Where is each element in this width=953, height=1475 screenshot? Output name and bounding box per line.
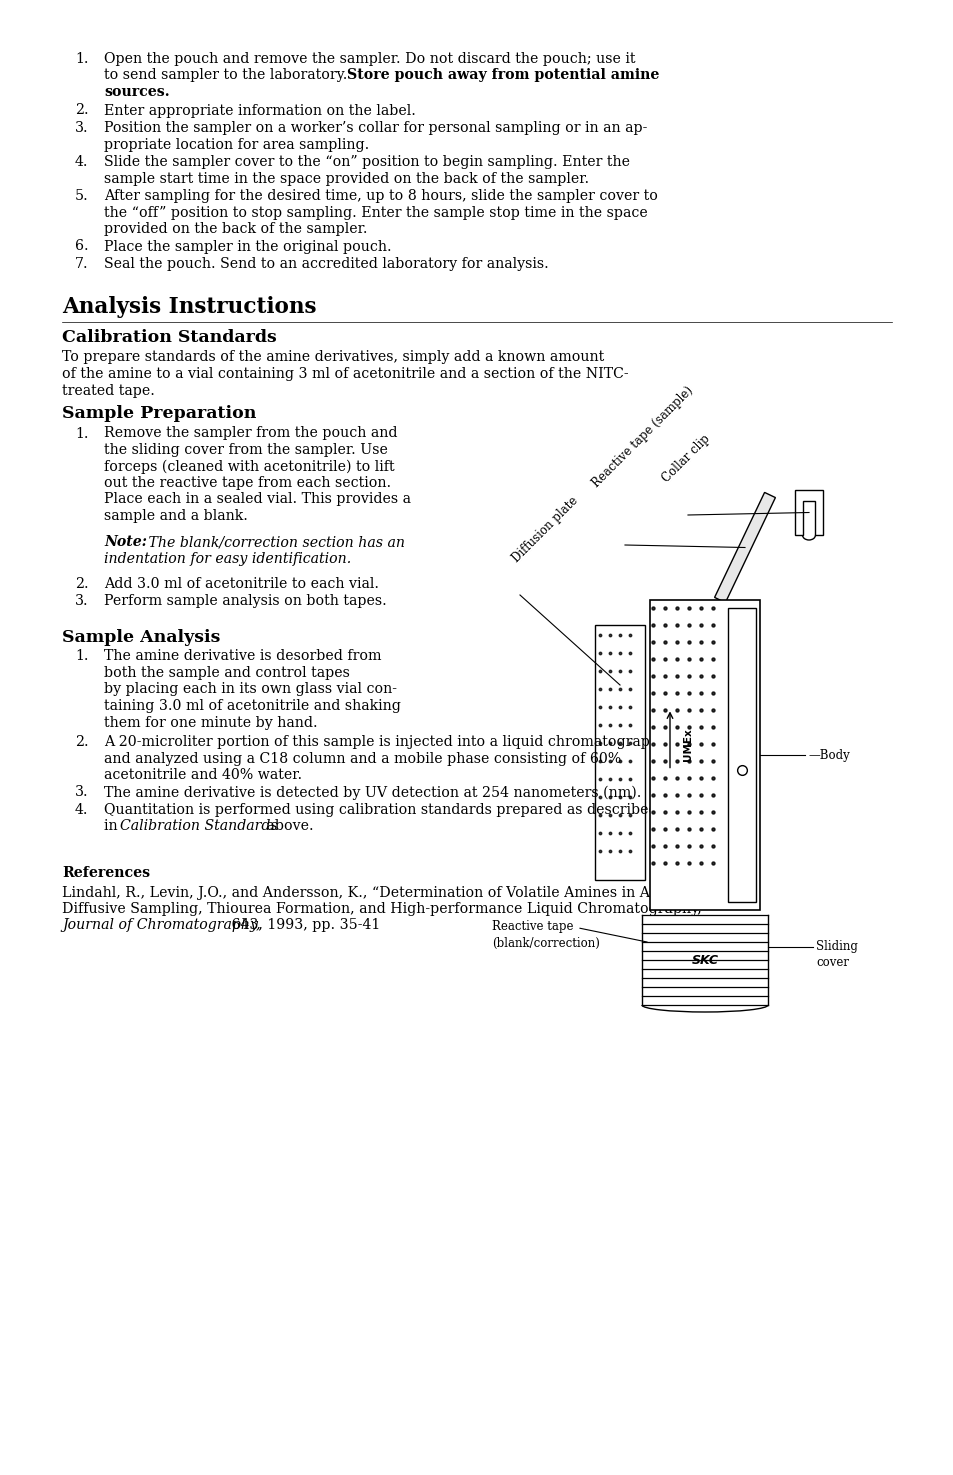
Text: Reactive tape: Reactive tape	[492, 920, 573, 934]
Text: Slide the sampler cover to the “on” position to begin sampling. Enter the: Slide the sampler cover to the “on” posi…	[104, 155, 629, 170]
Text: 2.: 2.	[75, 103, 89, 118]
Text: UMEx: UMEx	[682, 729, 692, 761]
Text: the sliding cover from the sampler. Use: the sliding cover from the sampler. Use	[104, 442, 388, 457]
Text: Place the sampler in the original pouch.: Place the sampler in the original pouch.	[104, 239, 392, 254]
Text: 1.: 1.	[75, 52, 89, 66]
Text: 5.: 5.	[75, 189, 89, 204]
Polygon shape	[794, 490, 822, 535]
Text: A 20-microliter portion of this sample is injected into a liquid chromatograph: A 20-microliter portion of this sample i…	[104, 735, 659, 749]
Text: Reactive tape (sample): Reactive tape (sample)	[589, 384, 696, 490]
Text: —Body: —Body	[807, 748, 849, 761]
Text: them for one minute by hand.: them for one minute by hand.	[104, 715, 317, 730]
Text: Remove the sampler from the pouch and: Remove the sampler from the pouch and	[104, 426, 397, 441]
Text: 4.: 4.	[75, 155, 89, 170]
Bar	[595, 625, 644, 881]
Text: Calibration Standards: Calibration Standards	[120, 820, 277, 833]
Text: Sliding: Sliding	[815, 940, 857, 953]
Text: After sampling for the desired time, up to 8 hours, slide the sampler cover to: After sampling for the desired time, up …	[104, 189, 658, 204]
Text: the “off” position to stop sampling. Enter the sample stop time in the space: the “off” position to stop sampling. Ent…	[104, 205, 647, 220]
Text: Diffusive Sampling, Thiourea Formation, and High-performance Liquid Chromatograp: Diffusive Sampling, Thiourea Formation, …	[62, 903, 708, 916]
Text: Journal of Chromatography,: Journal of Chromatography,	[62, 919, 260, 932]
Text: The amine derivative is detected by UV detection at 254 nanometers (nm).: The amine derivative is detected by UV d…	[104, 786, 640, 799]
Text: Seal the pouch. Send to an accredited laboratory for analysis.: Seal the pouch. Send to an accredited la…	[104, 257, 548, 271]
Polygon shape	[714, 493, 775, 603]
Text: treated tape.: treated tape.	[62, 384, 154, 397]
Text: sources.: sources.	[104, 86, 170, 99]
Text: References: References	[62, 866, 150, 881]
Text: Collar clip: Collar clip	[659, 432, 712, 485]
Text: The blank/correction section has an: The blank/correction section has an	[144, 535, 405, 550]
Text: Enter appropriate information on the label.: Enter appropriate information on the lab…	[104, 103, 416, 118]
Text: sample start time in the space provided on the back of the sampler.: sample start time in the space provided …	[104, 171, 589, 186]
Text: Lindahl, R., Levin, J.O., and Andersson, K., “Determination of Volatile Amines i: Lindahl, R., Levin, J.O., and Andersson,…	[62, 885, 682, 900]
Text: (blank/correction): (blank/correction)	[492, 937, 599, 950]
Text: Note:: Note:	[104, 535, 147, 550]
Bar	[649, 600, 760, 910]
Text: and analyzed using a C18 column and a mobile phase consisting of 60%: and analyzed using a C18 column and a mo…	[104, 751, 620, 766]
Text: Diffusion plate: Diffusion plate	[510, 494, 580, 565]
Text: 6.: 6.	[75, 239, 89, 254]
Text: To prepare standards of the amine derivatives, simply add a known amount: To prepare standards of the amine deriva…	[62, 351, 603, 364]
Text: of the amine to a vial containing 3 ml of acetonitrile and a section of the NITC: of the amine to a vial containing 3 ml o…	[62, 367, 628, 381]
Text: Sample Analysis: Sample Analysis	[62, 628, 220, 646]
Text: out the reactive tape from each section.: out the reactive tape from each section.	[104, 476, 391, 490]
Text: 2.: 2.	[75, 577, 89, 590]
Text: 3.: 3.	[75, 594, 89, 608]
Text: 3.: 3.	[75, 786, 89, 799]
Text: propriate location for area sampling.: propriate location for area sampling.	[104, 137, 369, 152]
Text: 643, 1993, pp. 35-41: 643, 1993, pp. 35-41	[227, 919, 380, 932]
Text: Sample Preparation: Sample Preparation	[62, 406, 256, 422]
Text: Place each in a sealed vial. This provides a: Place each in a sealed vial. This provid…	[104, 493, 411, 506]
Text: Position the sampler on a worker’s collar for personal sampling or in an ap-: Position the sampler on a worker’s colla…	[104, 121, 647, 136]
Text: both the sample and control tapes: both the sample and control tapes	[104, 667, 350, 680]
Text: 1.: 1.	[75, 426, 89, 441]
Text: above.: above.	[262, 820, 314, 833]
Text: to send sampler to the laboratory.: to send sampler to the laboratory.	[104, 68, 356, 83]
Text: provided on the back of the sampler.: provided on the back of the sampler.	[104, 223, 367, 236]
Text: sample and a blank.: sample and a blank.	[104, 509, 248, 524]
Text: 1.: 1.	[75, 649, 89, 664]
Text: Add 3.0 ml of acetonitrile to each vial.: Add 3.0 ml of acetonitrile to each vial.	[104, 577, 378, 590]
Text: acetonitrile and 40% water.: acetonitrile and 40% water.	[104, 768, 302, 782]
Text: by placing each in its own glass vial con-: by placing each in its own glass vial co…	[104, 683, 396, 696]
Text: Store pouch away from potential amine: Store pouch away from potential amine	[347, 68, 659, 83]
Text: Quantitation is performed using calibration standards prepared as described: Quantitation is performed using calibrat…	[104, 802, 657, 817]
Text: SKC: SKC	[691, 953, 718, 966]
Text: Analysis Instructions: Analysis Instructions	[62, 295, 316, 317]
Bar	[727, 608, 755, 903]
Text: 3.: 3.	[75, 121, 89, 136]
Text: indentation for easy identification.: indentation for easy identification.	[104, 552, 351, 566]
Text: 2.: 2.	[75, 735, 89, 749]
Text: 7.: 7.	[75, 257, 89, 271]
Text: 4.: 4.	[75, 802, 89, 817]
Text: Calibration Standards: Calibration Standards	[62, 329, 276, 347]
Text: cover: cover	[815, 956, 848, 969]
Text: The amine derivative is desorbed from: The amine derivative is desorbed from	[104, 649, 381, 664]
Text: forceps (cleaned with acetonitrile) to lift: forceps (cleaned with acetonitrile) to l…	[104, 460, 395, 473]
Text: taining 3.0 ml of acetonitrile and shaking: taining 3.0 ml of acetonitrile and shaki…	[104, 699, 400, 712]
Text: in: in	[104, 820, 122, 833]
Text: Perform sample analysis on both tapes.: Perform sample analysis on both tapes.	[104, 594, 386, 608]
Text: Open the pouch and remove the sampler. Do not discard the pouch; use it: Open the pouch and remove the sampler. D…	[104, 52, 635, 66]
